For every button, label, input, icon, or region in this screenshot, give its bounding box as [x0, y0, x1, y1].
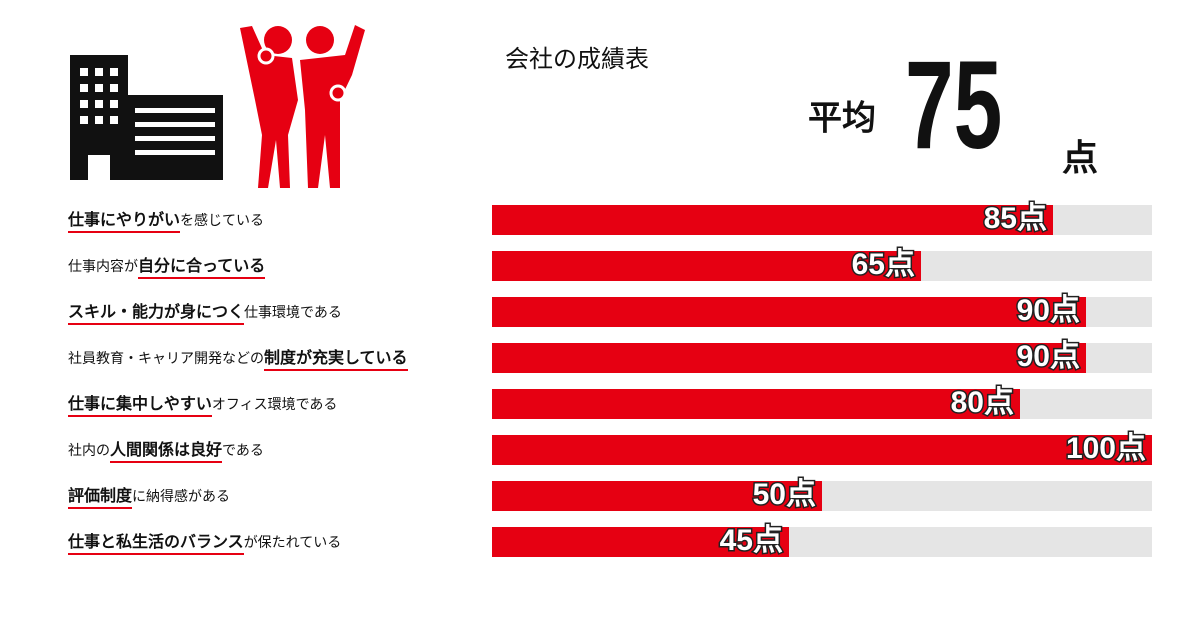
- bar: [492, 251, 921, 281]
- category-label: 社内の人間関係は良好である: [68, 435, 264, 465]
- value-label: 100点: [1066, 432, 1146, 465]
- value-label: 50点: [753, 478, 816, 511]
- category-text: 社内の: [68, 443, 110, 459]
- category-label: 仕事に集中しやすいオフィス環境である: [68, 389, 337, 419]
- average-unit: 点: [1062, 138, 1098, 179]
- category-label: 仕事にやりがいを感じている: [68, 205, 264, 235]
- bar: [492, 297, 1086, 327]
- bar: [492, 435, 1152, 465]
- category-text: 仕事環境である: [244, 305, 342, 321]
- value-label: 80点: [951, 386, 1014, 419]
- category-label: 仕事と私生活のバランスが保たれている: [68, 527, 341, 557]
- value-label: 45点: [720, 524, 783, 557]
- bar: [492, 527, 789, 557]
- category-emphasis: 人間関係は良好: [110, 440, 223, 463]
- category-text: 仕事内容が: [68, 259, 138, 275]
- category-text: が保たれている: [243, 535, 342, 551]
- bar: [492, 481, 822, 511]
- category-emphasis: 制度が充実している: [264, 348, 408, 371]
- value-label: 65点: [852, 248, 915, 281]
- average-label: 平均: [808, 99, 876, 139]
- building-icon: [70, 55, 223, 180]
- bar: [492, 343, 1086, 373]
- category-text: である: [222, 443, 264, 459]
- category-label: スキル・能力が身につく仕事環境である: [68, 297, 342, 327]
- category-label: 社員教育・キャリア開発などの制度が充実している: [68, 343, 408, 373]
- bar: [492, 205, 1053, 235]
- category-text: に納得感がある: [132, 489, 231, 505]
- category-text: 社員教育・キャリア開発などの: [68, 351, 264, 367]
- category-text: オフィス環境である: [211, 397, 338, 413]
- chart-title: 会社の成績表: [505, 45, 649, 73]
- category-label: 仕事内容が自分に合っている: [68, 251, 266, 281]
- category-emphasis: 評価制度: [68, 486, 133, 509]
- value-label: 90点: [1017, 294, 1080, 327]
- bar: [492, 389, 1020, 419]
- value-label: 90点: [1017, 340, 1080, 373]
- category-label: 評価制度に納得感がある: [68, 481, 230, 511]
- category-text: を感じている: [180, 213, 265, 229]
- category-emphasis: 仕事と私生活のバランス: [68, 532, 244, 555]
- category-emphasis: 自分に合っている: [138, 256, 266, 279]
- category-emphasis: 仕事に集中しやすい: [68, 394, 212, 417]
- value-label: 85点: [984, 202, 1047, 235]
- people-icon: [240, 25, 365, 188]
- category-emphasis: スキル・能力が身につく: [68, 302, 245, 325]
- average-value: 75: [905, 34, 1002, 174]
- category-emphasis: 仕事にやりがい: [68, 210, 181, 233]
